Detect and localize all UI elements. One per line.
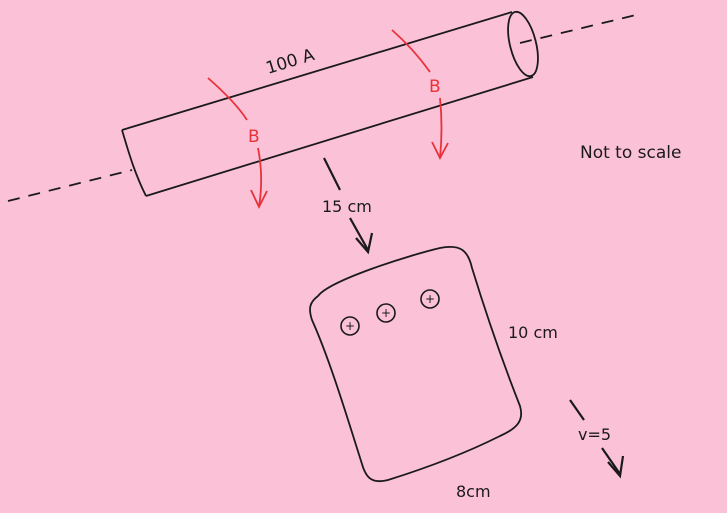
current-loop <box>309 246 522 483</box>
loop-width-label: 8cm <box>456 482 491 501</box>
svg-text:+: + <box>345 319 355 333</box>
velocity-label: v=5 <box>578 425 611 444</box>
svg-text:+: + <box>381 306 391 320</box>
field-label-right: B <box>429 77 441 97</box>
distance-arrow <box>323 157 374 255</box>
scale-note: Not to scale <box>580 143 681 163</box>
distance-label: 15 cm <box>322 197 372 216</box>
field-line-right <box>391 29 449 160</box>
loop-symbol-1: + <box>340 316 360 336</box>
wire-axis <box>7 13 641 202</box>
loop-symbol-3: + <box>420 289 440 309</box>
velocity-arrow <box>569 399 625 479</box>
loop-symbol-2: + <box>376 303 396 323</box>
svg-text:+: + <box>425 292 435 306</box>
loop-height-label: 10 cm <box>508 323 558 342</box>
field-line-left <box>207 77 268 210</box>
field-label-left: B <box>248 127 260 147</box>
wire-cylinder <box>121 10 539 197</box>
